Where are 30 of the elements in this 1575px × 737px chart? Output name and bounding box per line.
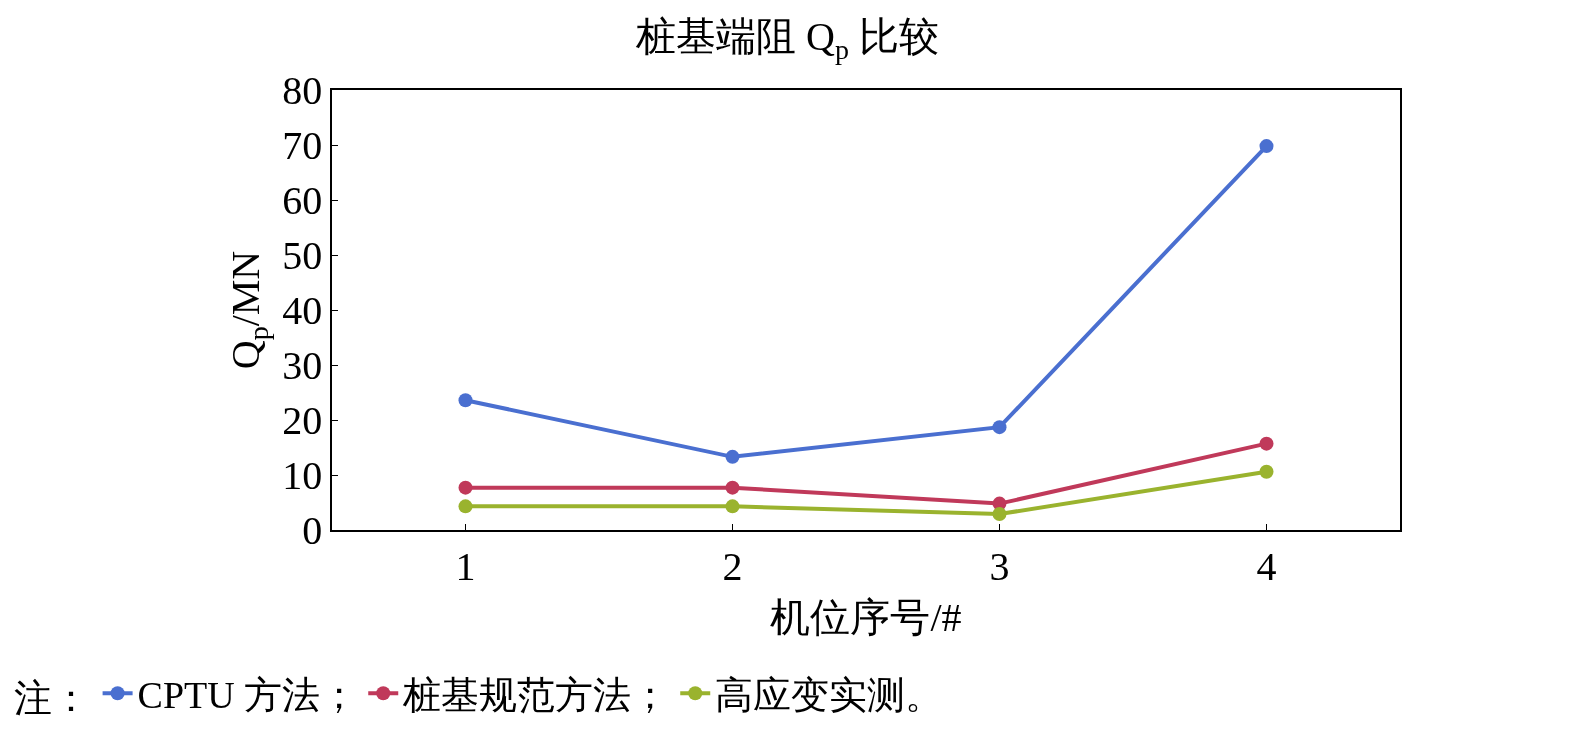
- legend-label: CPTU 方法；: [137, 674, 359, 717]
- point: [1259, 139, 1274, 154]
- x-tick-label: 3: [989, 543, 1010, 589]
- y-tick-label: 50: [282, 233, 323, 278]
- point: [458, 480, 473, 495]
- y-tick-label: 60: [282, 178, 323, 223]
- point: [458, 393, 473, 408]
- point: [458, 499, 473, 514]
- point: [1259, 464, 1274, 479]
- x-axis-title: 机位序号/#: [770, 594, 962, 640]
- point: [1259, 436, 1274, 451]
- point: [992, 507, 1007, 522]
- point: [992, 420, 1007, 435]
- y-tick-label: 70: [282, 123, 323, 168]
- legend-label: 高应变实测。: [715, 674, 944, 717]
- y-tick-label: 40: [282, 288, 323, 333]
- x-tick-label: 2: [722, 543, 743, 589]
- chart-title: 桩基端阻 Q$_{p}$ 比较: [635, 14, 939, 65]
- x-tick-label: 4: [1256, 543, 1277, 589]
- y-tick-label: 0: [302, 508, 323, 553]
- y-tick-label: 30: [282, 343, 323, 388]
- y-tick-label: 80: [282, 68, 323, 113]
- y-tick-label: 10: [282, 453, 323, 498]
- legend-title: 注：: [13, 677, 90, 720]
- x-tick-label: 1: [455, 543, 476, 589]
- point: [725, 499, 740, 514]
- point: [725, 449, 740, 464]
- point: [725, 480, 740, 495]
- y-tick-label: 20: [282, 398, 323, 443]
- legend-label: 桩基规范方法；: [402, 674, 670, 717]
